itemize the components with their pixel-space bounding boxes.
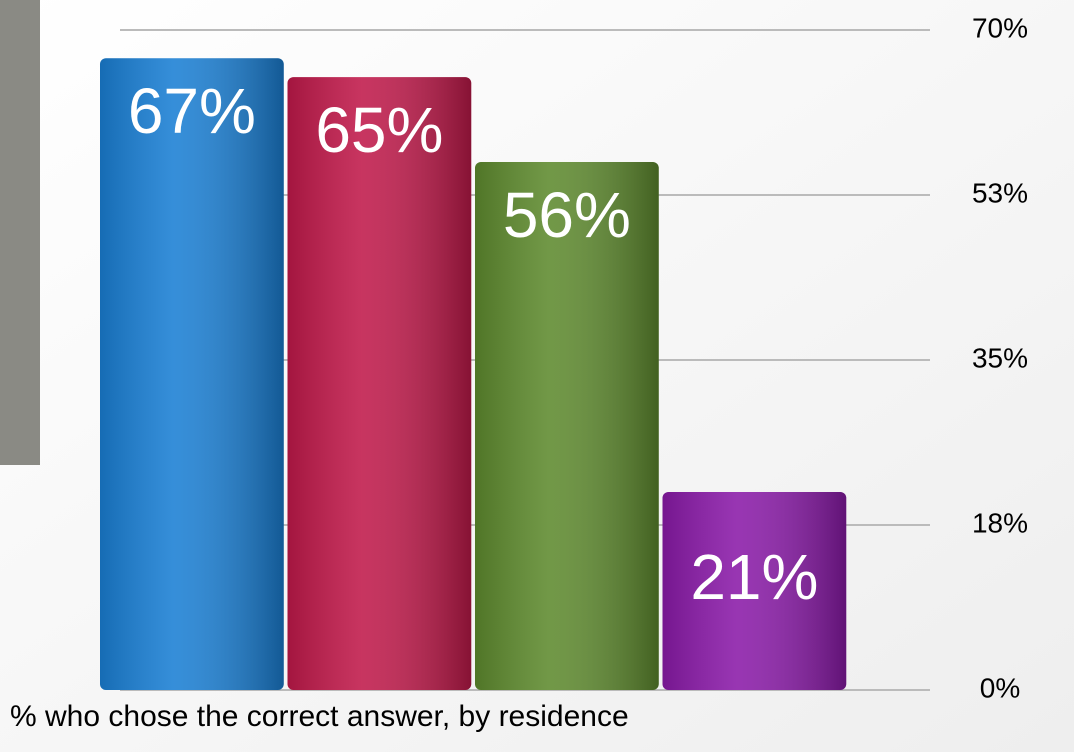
y-tick-label: 0% <box>980 672 1020 703</box>
bar-shade <box>662 492 847 690</box>
bar-shade <box>475 162 659 690</box>
chart-caption: % who chose the correct answer, by resid… <box>10 700 629 733</box>
photo-fragment <box>0 0 40 465</box>
bar-shade <box>287 77 472 690</box>
y-tick-label: 70% <box>972 12 1028 43</box>
y-tick-label: 35% <box>972 342 1028 373</box>
value-label: 56% <box>503 179 631 251</box>
y-tick-label: 53% <box>972 177 1028 208</box>
bar-shade <box>100 58 284 691</box>
value-label: 65% <box>315 94 443 166</box>
y-tick-label: 18% <box>972 507 1028 538</box>
value-label: 67% <box>128 75 256 147</box>
value-label: 21% <box>690 541 818 613</box>
